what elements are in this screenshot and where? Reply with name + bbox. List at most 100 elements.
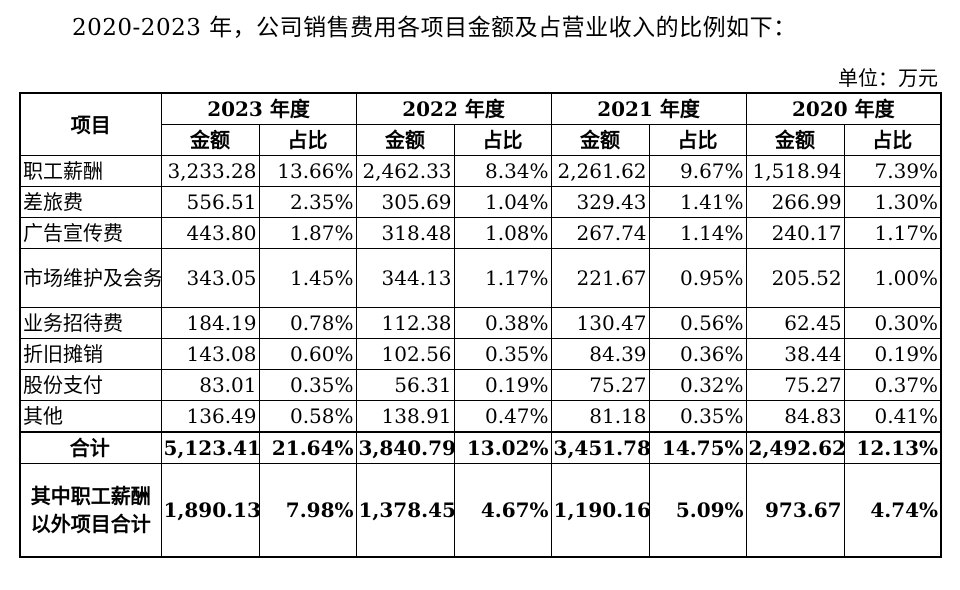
amount-header: 金额 bbox=[550, 124, 650, 156]
ratio-header: 占比 bbox=[843, 124, 942, 156]
cell: 318.48 bbox=[355, 217, 455, 249]
cell: 130.47 bbox=[550, 307, 650, 339]
cell: 556.51 bbox=[160, 186, 260, 218]
row-label: 广告宣传费 bbox=[19, 217, 162, 249]
row-label: 业务招待费 bbox=[19, 307, 162, 339]
cell: 112.38 bbox=[355, 307, 455, 339]
sales-expense-table: 项目 2023 年度 2022 年度 2021 年度 2020 年度 金额 占比… bbox=[19, 92, 943, 558]
cell: 1.41% bbox=[648, 186, 747, 218]
cell: 0.32% bbox=[648, 369, 747, 401]
amount-header: 金额 bbox=[745, 124, 845, 156]
cell: 1.17% bbox=[843, 217, 942, 249]
row-label: 合计 bbox=[19, 431, 162, 464]
cell: 13.66% bbox=[258, 155, 357, 187]
cell: 1,378.45 bbox=[355, 463, 455, 558]
row-label: 其中职工薪酬以外项目合计 bbox=[19, 463, 162, 558]
table-row: 业务招待费 184.19 0.78% 112.38 0.38% 130.47 0… bbox=[19, 307, 942, 339]
table-row: 股份支付 83.01 0.35% 56.31 0.19% 75.27 0.32%… bbox=[19, 369, 942, 401]
cell: 9.67% bbox=[648, 155, 747, 187]
cell: 221.67 bbox=[550, 248, 650, 308]
cell: 83.01 bbox=[160, 369, 260, 401]
table-row: 市场维护及会务费 343.05 1.45% 344.13 1.17% 221.6… bbox=[19, 248, 942, 308]
cell: 343.05 bbox=[160, 248, 260, 308]
cell: 0.36% bbox=[648, 338, 747, 370]
table-row: 广告宣传费 443.80 1.87% 318.48 1.08% 267.74 1… bbox=[19, 217, 942, 249]
cell: 2,261.62 bbox=[550, 155, 650, 187]
cell: 0.19% bbox=[453, 369, 552, 401]
cell: 329.43 bbox=[550, 186, 650, 218]
cell: 0.35% bbox=[258, 369, 357, 401]
cell: 3,840.79 bbox=[355, 431, 455, 464]
cell: 0.95% bbox=[648, 248, 747, 308]
item-header: 项目 bbox=[19, 92, 162, 156]
table-row: 其他 136.49 0.58% 138.91 0.47% 81.18 0.35%… bbox=[19, 400, 942, 433]
cell: 143.08 bbox=[160, 338, 260, 370]
year-header: 2022 年度 bbox=[355, 92, 552, 125]
cell: 973.67 bbox=[745, 463, 845, 558]
cell: 2,492.62 bbox=[745, 431, 845, 464]
table-row: 职工薪酬 3,233.28 13.66% 2,462.33 8.34% 2,26… bbox=[19, 155, 942, 187]
cell: 1.30% bbox=[843, 186, 942, 218]
cell: 344.13 bbox=[355, 248, 455, 308]
year-header: 2021 年度 bbox=[550, 92, 747, 125]
cell: 1,890.13 bbox=[160, 463, 260, 558]
intro-text: 2020-2023 年，公司销售费用各项目金额及占营业收入的比例如下： bbox=[72, 15, 797, 41]
cell: 7.39% bbox=[843, 155, 942, 187]
excl-total-row: 其中职工薪酬以外项目合计 1,890.13 7.98% 1,378.45 4.6… bbox=[19, 463, 942, 558]
cell: 0.35% bbox=[648, 400, 747, 433]
cell: 184.19 bbox=[160, 307, 260, 339]
cell: 0.56% bbox=[648, 307, 747, 339]
cell: 1.00% bbox=[843, 248, 942, 308]
cell: 75.27 bbox=[745, 369, 845, 401]
cell: 138.91 bbox=[355, 400, 455, 433]
cell: 1.87% bbox=[258, 217, 357, 249]
ratio-header: 占比 bbox=[648, 124, 747, 156]
cell: 4.67% bbox=[453, 463, 552, 558]
cell: 75.27 bbox=[550, 369, 650, 401]
row-label: 差旅费 bbox=[19, 186, 162, 218]
cell: 5,123.41 bbox=[160, 431, 260, 464]
cell: 443.80 bbox=[160, 217, 260, 249]
table-row: 折旧摊销 143.08 0.60% 102.56 0.35% 84.39 0.3… bbox=[19, 338, 942, 370]
cell: 136.49 bbox=[160, 400, 260, 433]
cell: 62.45 bbox=[745, 307, 845, 339]
year-header: 2020 年度 bbox=[745, 92, 942, 125]
amount-header: 金额 bbox=[160, 124, 260, 156]
table-row: 差旅费 556.51 2.35% 305.69 1.04% 329.43 1.4… bbox=[19, 186, 942, 218]
cell: 1.14% bbox=[648, 217, 747, 249]
cell: 1.45% bbox=[258, 248, 357, 308]
cell: 1.17% bbox=[453, 248, 552, 308]
unit-label: 单位：万元 bbox=[838, 66, 938, 90]
cell: 14.75% bbox=[648, 431, 747, 464]
cell: 2.35% bbox=[258, 186, 357, 218]
cell: 5.09% bbox=[648, 463, 747, 558]
cell: 0.38% bbox=[453, 307, 552, 339]
cell: 0.19% bbox=[843, 338, 942, 370]
cell: 0.30% bbox=[843, 307, 942, 339]
year-header: 2023 年度 bbox=[160, 92, 357, 125]
cell: 2,462.33 bbox=[355, 155, 455, 187]
cell: 0.35% bbox=[453, 338, 552, 370]
cell: 205.52 bbox=[745, 248, 845, 308]
cell: 81.18 bbox=[550, 400, 650, 433]
cell: 0.41% bbox=[843, 400, 942, 433]
cell: 56.31 bbox=[355, 369, 455, 401]
cell: 266.99 bbox=[745, 186, 845, 218]
cell: 3,233.28 bbox=[160, 155, 260, 187]
row-label: 其他 bbox=[19, 400, 162, 433]
row-label: 股份支付 bbox=[19, 369, 162, 401]
cell: 267.74 bbox=[550, 217, 650, 249]
cell: 4.74% bbox=[843, 463, 942, 558]
cell: 84.39 bbox=[550, 338, 650, 370]
ratio-header: 占比 bbox=[453, 124, 552, 156]
cell: 84.83 bbox=[745, 400, 845, 433]
total-row: 合计 5,123.41 21.64% 3,840.79 13.02% 3,451… bbox=[19, 431, 942, 464]
cell: 0.47% bbox=[453, 400, 552, 433]
cell: 8.34% bbox=[453, 155, 552, 187]
cell: 38.44 bbox=[745, 338, 845, 370]
cell: 12.13% bbox=[843, 431, 942, 464]
cell: 0.37% bbox=[843, 369, 942, 401]
cell: 305.69 bbox=[355, 186, 455, 218]
cell: 21.64% bbox=[258, 431, 357, 464]
cell: 1,518.94 bbox=[745, 155, 845, 187]
